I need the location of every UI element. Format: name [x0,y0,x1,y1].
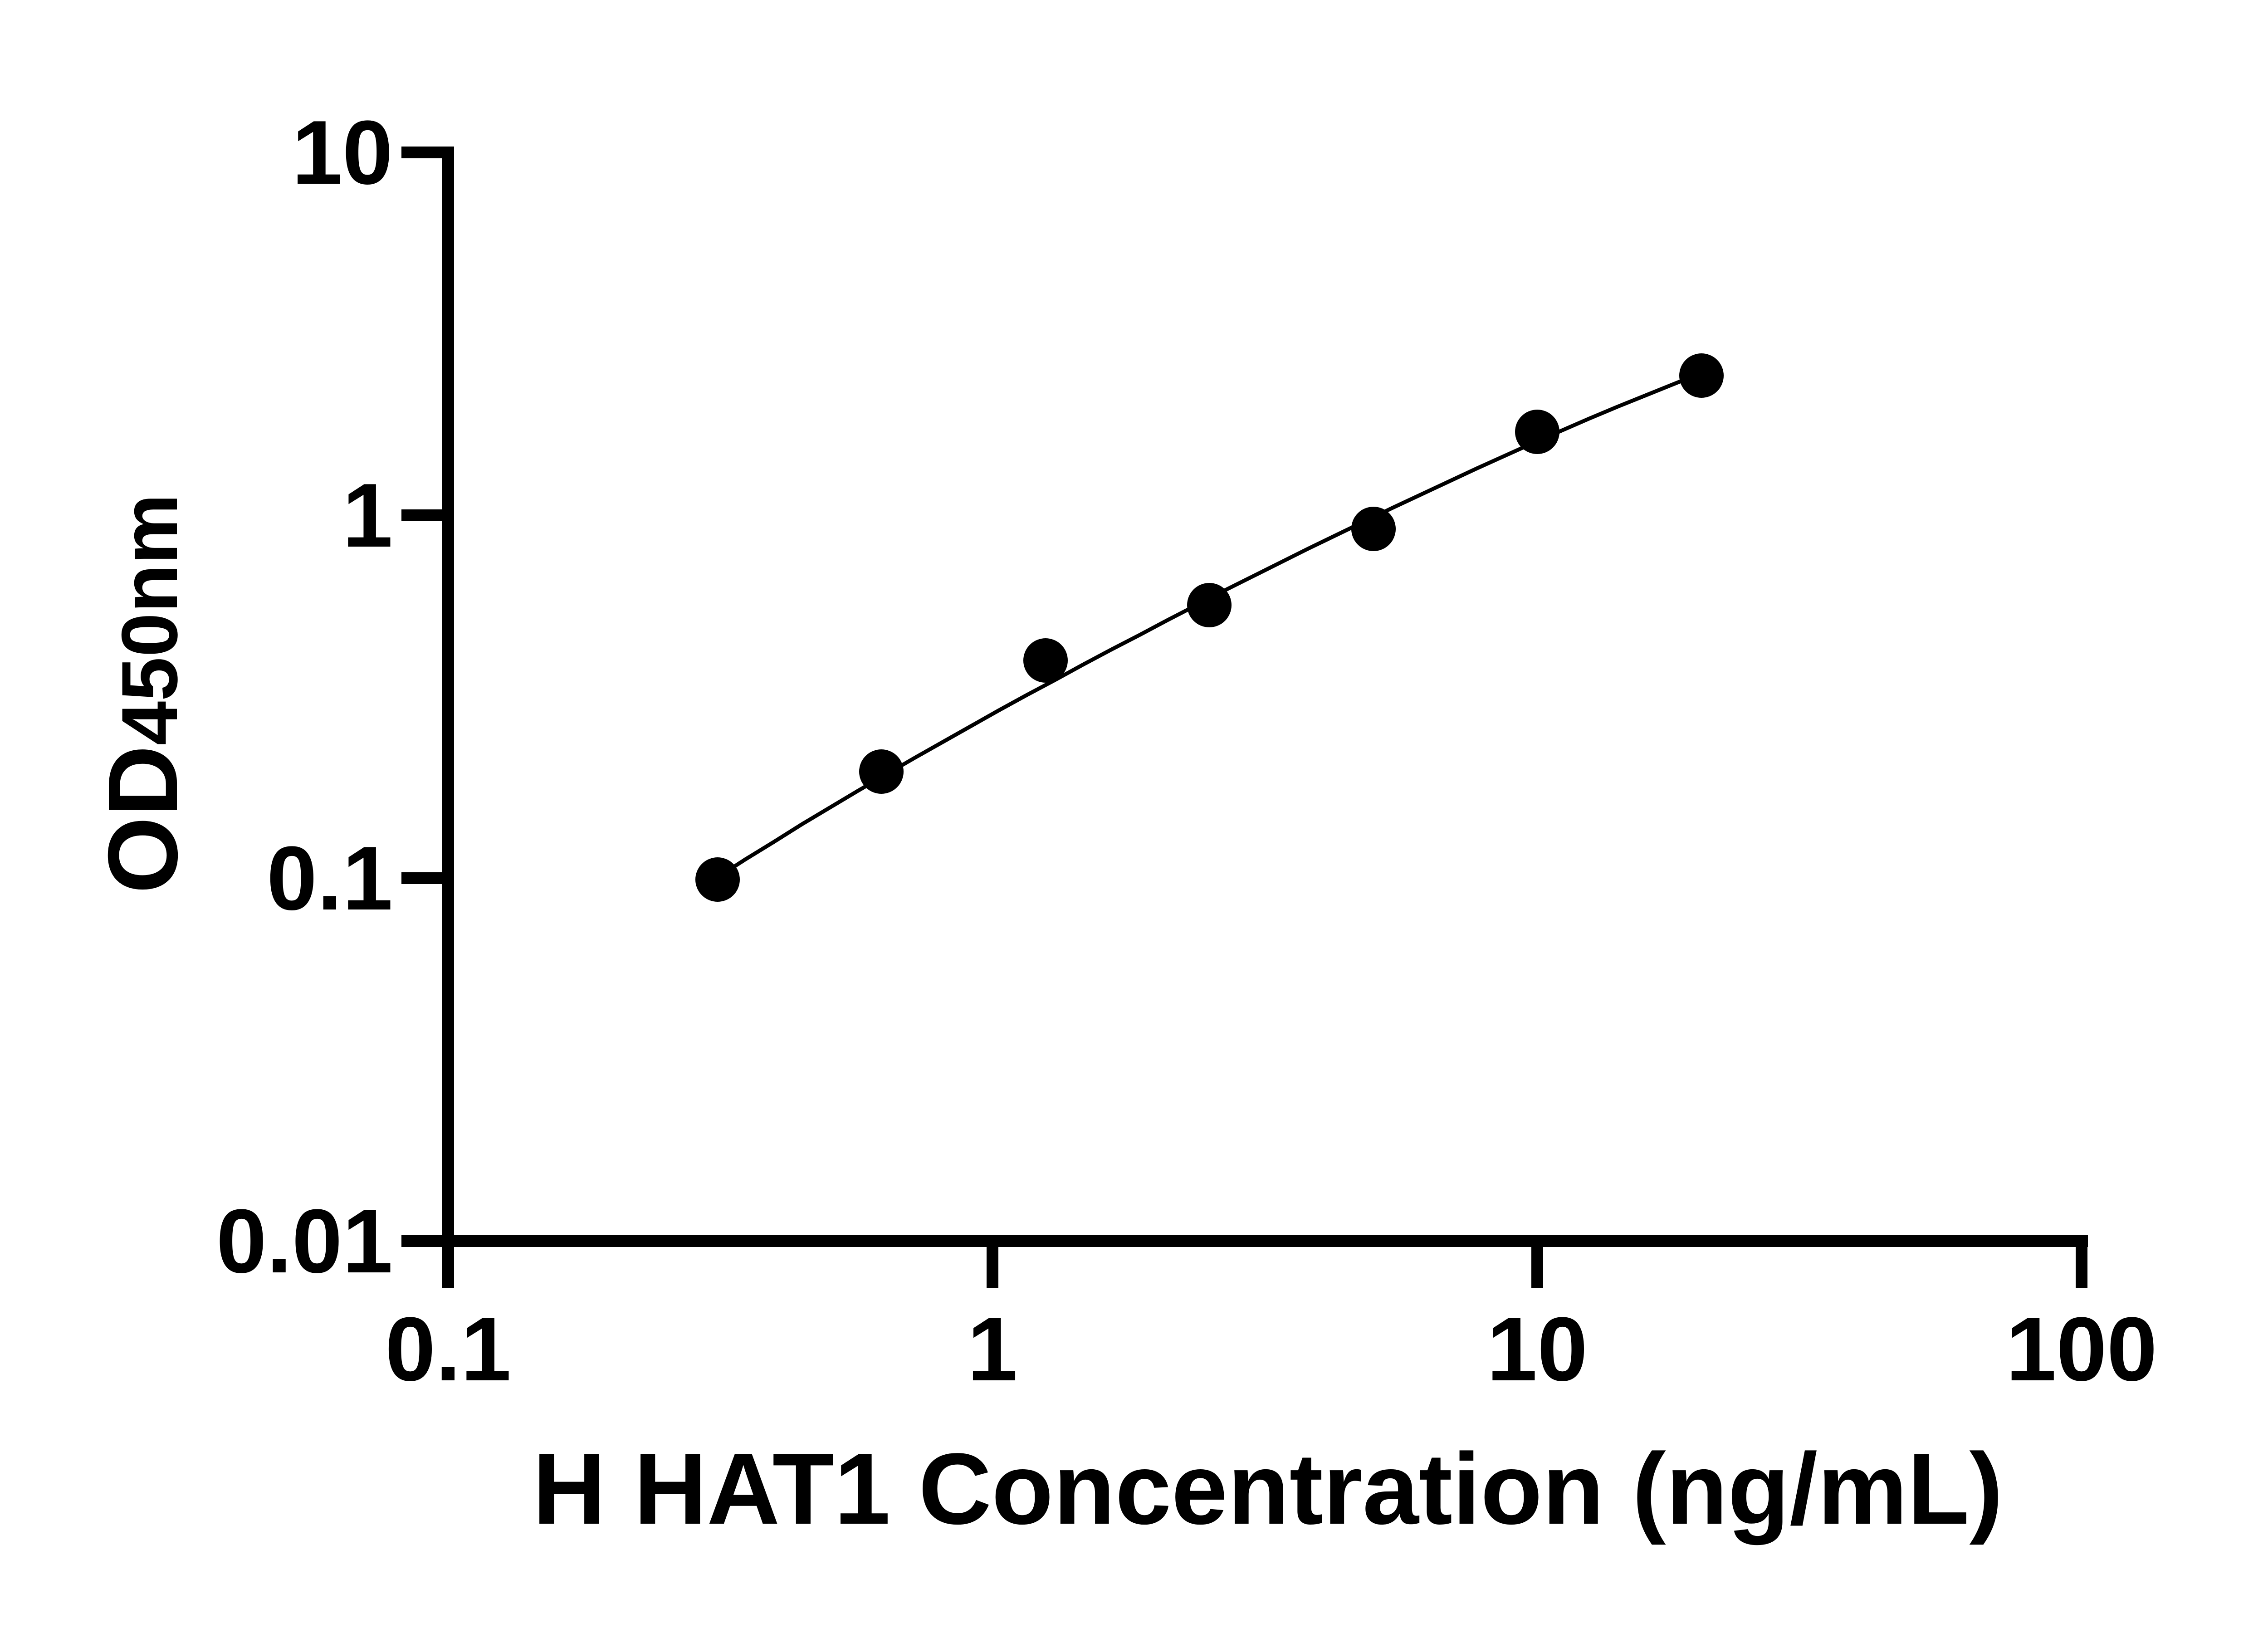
svg-text:1: 1 [342,465,393,566]
svg-text:H HAT1 Concentration (ng/mL): H HAT1 Concentration (ng/mL) [533,1433,2003,1545]
svg-text:100: 100 [2006,1299,2157,1400]
svg-text:0.1: 0.1 [267,828,393,929]
svg-text:10: 10 [292,102,393,203]
svg-text:OD450nm: OD450nm [88,494,198,894]
svg-text:0.01: 0.01 [216,1191,393,1292]
svg-text:1: 1 [967,1299,1017,1400]
svg-text:10: 10 [1487,1299,1588,1400]
svg-text:0.1: 0.1 [385,1299,511,1400]
